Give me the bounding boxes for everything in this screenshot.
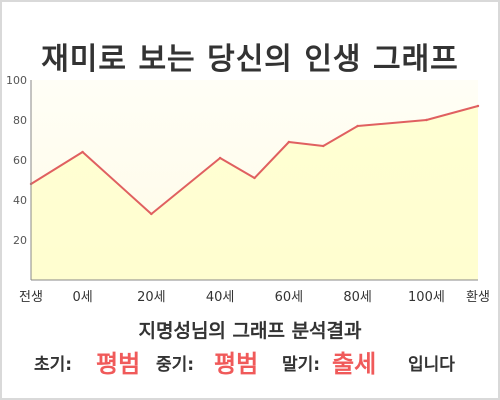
middle-value: 평범 <box>214 350 259 378</box>
data-point <box>476 104 480 108</box>
data-point <box>218 156 222 160</box>
data-point <box>356 124 359 128</box>
data-point <box>425 118 428 122</box>
x-tick-label: 100세 <box>408 290 445 305</box>
page-title: 재미로 보는 당신의 인생 그래프 <box>41 42 459 77</box>
early-value: 평범 <box>96 350 141 378</box>
data-point <box>253 176 256 180</box>
data-point <box>81 150 84 154</box>
late-label: 말기: <box>282 355 321 375</box>
x-tick-label: 80세 <box>343 290 372 305</box>
x-tick-label: 전생 <box>19 290 43 305</box>
series-area <box>31 106 478 280</box>
x-tick-label: 40세 <box>206 290 235 305</box>
y-tick-label: 60 <box>13 154 27 167</box>
middle-label: 중기: <box>156 355 195 375</box>
analysis-summary: 지명성님의 그래프 분석결과 <box>138 320 362 342</box>
y-tick-label: 20 <box>13 234 27 247</box>
data-point <box>150 212 153 216</box>
result-ending: 입니다 <box>408 355 455 375</box>
y-tick-label: 100 <box>6 74 27 87</box>
y-tick-label: 80 <box>13 114 27 127</box>
early-label: 초기: <box>34 355 73 375</box>
y-tick-label: 40 <box>13 194 27 207</box>
x-tick-label: 20세 <box>137 290 166 305</box>
x-tick-label: 환생 <box>466 290 490 305</box>
late-value: 출세 <box>332 350 377 378</box>
series-line <box>30 105 479 215</box>
x-tick-label: 0세 <box>72 290 92 305</box>
x-tick-label: 60세 <box>275 290 304 305</box>
data-point <box>287 140 291 144</box>
data-point <box>322 144 325 148</box>
